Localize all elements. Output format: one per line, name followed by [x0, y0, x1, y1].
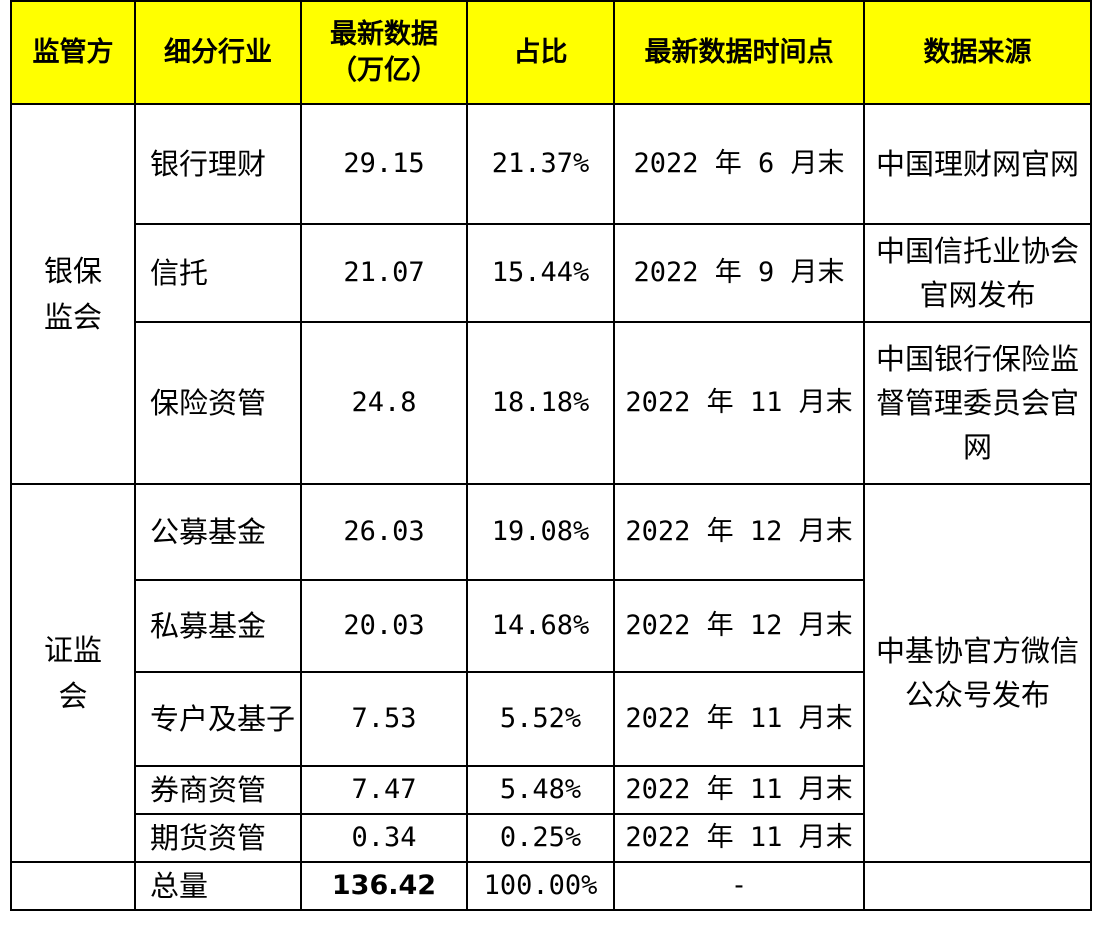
source-cell: 中国银行保险监督管理委员会官网	[863, 321, 1092, 485]
table-row: 期货资管 0.34 0.25% 2022 年 11 月末	[11, 813, 1091, 863]
industry-cell: 银行理财	[134, 103, 302, 225]
industry-cell: 私募基金	[134, 579, 302, 673]
regulator-csrc: 证监 会	[10, 483, 136, 863]
aum-table: 监管方 细分行业 最新数据 （万亿） 占比 最新数据时间点 数据来源 银保 监会…	[10, 0, 1092, 911]
industry-cell: 保险资管	[134, 321, 302, 485]
value-cell: 7.47	[300, 765, 468, 815]
table-row: 券商资管 7.47 5.48% 2022 年 11 月末	[11, 765, 1091, 815]
share-cell: 5.48%	[466, 765, 615, 815]
source-cell: 中国信托业协会官网发布	[863, 223, 1092, 323]
table-row: 证监 会 公募基金 26.03 19.08% 2022 年 12 月末 中基协官…	[10, 483, 1092, 863]
date-cell: 2022 年 11 月末	[613, 765, 865, 815]
date-cell: 2022 年 6 月末	[613, 103, 865, 225]
share-cell: 18.18%	[466, 321, 615, 485]
header-share: 占比	[466, 0, 615, 105]
share-cell: 15.44%	[466, 223, 615, 323]
value-cell: 7.53	[300, 671, 468, 767]
value-cell: 20.03	[300, 579, 468, 673]
value-cell: 21.07	[300, 223, 468, 323]
value-cell: 29.15	[300, 103, 468, 225]
share-cell: 0.25%	[466, 813, 615, 863]
share-cell: 21.37%	[466, 103, 615, 225]
header-date: 最新数据时间点	[613, 0, 865, 105]
header-industry: 细分行业	[134, 0, 302, 105]
date-cell: 2022 年 11 月末	[613, 321, 865, 485]
industry-cell: 期货资管	[134, 813, 302, 863]
table-row: 信托 21.07 15.44% 2022 年 9 月末 中国信托业协会官网发布	[11, 223, 1092, 323]
total-source-empty	[863, 861, 1092, 911]
date-cell: 2022 年 11 月末	[613, 813, 865, 863]
total-date: -	[613, 861, 865, 911]
header-latest-data: 最新数据 （万亿）	[300, 0, 468, 105]
total-label: 总量	[134, 861, 302, 911]
share-cell: 5.52%	[466, 671, 615, 767]
table-row: 私募基金 20.03 14.68% 2022 年 12 月末	[11, 579, 1091, 673]
total-value: 136.42	[300, 861, 468, 911]
date-cell: 2022 年 12 月末	[613, 579, 865, 673]
value-cell: 0.34	[300, 813, 468, 863]
header-regulator: 监管方	[10, 0, 136, 105]
table-row: 银保 监会 银行理财 29.15 21.37% 2022 年 6 月末 中国理财…	[10, 103, 1092, 485]
industry-cell: 信托	[134, 223, 302, 323]
total-share: 100.00%	[466, 861, 615, 911]
table-row: 专户及基子 7.53 5.52% 2022 年 11 月末	[11, 671, 1091, 767]
date-cell: 2022 年 11 月末	[613, 671, 865, 767]
industry-cell: 公募基金	[134, 483, 302, 581]
csrc-source-cell: 中基协官方微信公众号发布	[863, 483, 1092, 863]
source-cell: 中国理财网官网	[863, 103, 1092, 225]
industry-cell: 券商资管	[134, 765, 302, 815]
table-row: 保险资管 24.8 18.18% 2022 年 11 月末 中国银行保险监督管理…	[11, 321, 1092, 485]
industry-cell: 专户及基子	[134, 671, 302, 767]
share-cell: 14.68%	[466, 579, 615, 673]
header-row: 监管方 细分行业 最新数据 （万亿） 占比 最新数据时间点 数据来源	[10, 0, 1092, 105]
share-cell: 19.08%	[466, 483, 615, 581]
total-row: 总量 136.42 100.00% -	[10, 861, 1092, 911]
date-cell: 2022 年 12 月末	[613, 483, 865, 581]
date-cell: 2022 年 9 月末	[613, 223, 865, 323]
value-cell: 26.03	[300, 483, 468, 581]
header-source: 数据来源	[863, 0, 1092, 105]
value-cell: 24.8	[300, 321, 468, 485]
total-regulator-empty	[10, 861, 136, 911]
regulator-cbirc: 银保 监会	[10, 103, 136, 485]
